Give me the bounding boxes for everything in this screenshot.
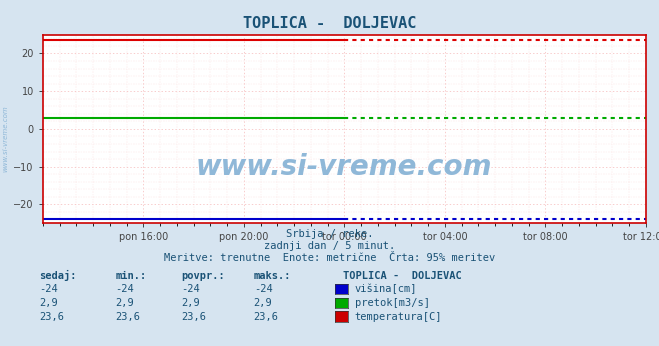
Text: TOPLICA -  DOLJEVAC: TOPLICA - DOLJEVAC (343, 271, 461, 281)
Text: temperatura[C]: temperatura[C] (355, 312, 442, 322)
Text: pretok[m3/s]: pretok[m3/s] (355, 298, 430, 308)
Text: maks.:: maks.: (254, 271, 291, 281)
Text: 2,9: 2,9 (181, 298, 200, 308)
Text: 2,9: 2,9 (115, 298, 134, 308)
Text: sedaj:: sedaj: (40, 270, 77, 281)
Text: -24: -24 (254, 284, 272, 294)
Text: www.si-vreme.com: www.si-vreme.com (196, 153, 492, 181)
Text: www.si-vreme.com: www.si-vreme.com (2, 105, 9, 172)
Text: 23,6: 23,6 (181, 312, 206, 322)
Text: -24: -24 (40, 284, 58, 294)
Text: min.:: min.: (115, 271, 146, 281)
Text: 2,9: 2,9 (254, 298, 272, 308)
Text: 23,6: 23,6 (254, 312, 279, 322)
Text: višina[cm]: višina[cm] (355, 284, 417, 294)
Text: Srbija / reke.: Srbija / reke. (286, 229, 373, 239)
Text: 2,9: 2,9 (40, 298, 58, 308)
Text: zadnji dan / 5 minut.: zadnji dan / 5 minut. (264, 241, 395, 251)
Text: Meritve: trenutne  Enote: metrične  Črta: 95% meritev: Meritve: trenutne Enote: metrične Črta: … (164, 253, 495, 263)
Text: -24: -24 (115, 284, 134, 294)
Text: 23,6: 23,6 (40, 312, 65, 322)
Text: TOPLICA -  DOLJEVAC: TOPLICA - DOLJEVAC (243, 16, 416, 30)
Text: povpr.:: povpr.: (181, 271, 225, 281)
Text: -24: -24 (181, 284, 200, 294)
Text: 23,6: 23,6 (115, 312, 140, 322)
